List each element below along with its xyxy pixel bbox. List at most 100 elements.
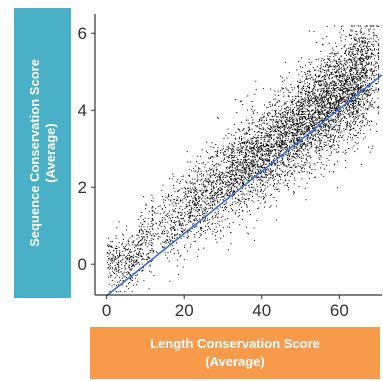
scatter-point	[283, 95, 285, 97]
scatter-point	[310, 120, 312, 122]
scatter-point	[173, 185, 175, 186]
scatter-point	[123, 239, 124, 240]
scatter-point	[343, 91, 345, 93]
scatter-point	[342, 94, 344, 96]
scatter-point	[331, 83, 333, 85]
scatter-point	[272, 175, 273, 177]
scatter-point	[329, 108, 331, 110]
scatter-point	[369, 45, 371, 47]
scatter-point	[119, 250, 121, 252]
scatter-point	[200, 204, 202, 205]
scatter-point	[362, 41, 364, 43]
scatter-point	[371, 49, 373, 51]
scatter-point	[305, 102, 306, 104]
scatter-point	[301, 153, 303, 155]
scatter-point	[225, 183, 227, 185]
scatter-point	[378, 68, 380, 70]
scatter-point	[138, 263, 140, 265]
scatter-point	[251, 173, 253, 175]
scatter-point	[360, 70, 362, 72]
scatter-point	[352, 49, 354, 50]
scatter-point	[329, 155, 331, 157]
scatter-point	[359, 87, 361, 89]
scatter-point	[322, 123, 324, 125]
scatter-point	[300, 130, 302, 132]
scatter-point	[294, 150, 295, 152]
scatter-point	[302, 121, 304, 123]
scatter-point	[166, 236, 168, 237]
scatter-point	[308, 140, 310, 142]
scatter-point	[260, 145, 261, 147]
scatter-point	[312, 127, 314, 129]
scatter-point	[295, 102, 297, 104]
scatter-point	[353, 89, 355, 91]
scatter-point	[116, 262, 118, 264]
scatter-point	[327, 91, 329, 93]
scatter-point	[115, 268, 117, 270]
scatter-point	[315, 80, 317, 82]
scatter-point	[322, 97, 324, 99]
scatter-point	[291, 160, 293, 162]
scatter-point	[243, 167, 245, 169]
scatter-point	[248, 130, 250, 132]
scatter-point	[153, 250, 154, 252]
scatter-point	[258, 207, 260, 209]
scatter-point	[261, 154, 263, 156]
scatter-point	[232, 163, 234, 165]
scatter-point	[257, 207, 259, 209]
scatter-point	[370, 75, 372, 77]
scatter-point	[238, 177, 240, 179]
scatter-point	[278, 106, 280, 107]
scatter-point	[284, 131, 286, 132]
scatter-point	[288, 150, 290, 152]
scatter-point	[297, 162, 299, 164]
scatter-point	[222, 152, 224, 154]
scatter-point	[201, 162, 203, 164]
scatter-point	[108, 253, 110, 255]
scatter-point	[268, 136, 270, 138]
scatter-point	[347, 113, 349, 115]
scatter-point	[268, 177, 270, 179]
scatter-point	[339, 63, 341, 65]
scatter-point	[206, 152, 208, 154]
scatter-point	[203, 185, 205, 187]
scatter-point	[344, 85, 346, 87]
scatter-point	[128, 267, 130, 269]
scatter-point	[362, 105, 364, 107]
scatter-point	[294, 100, 295, 101]
scatter-point	[355, 43, 356, 45]
scatter-point	[213, 156, 215, 158]
scatter-point	[363, 54, 365, 56]
scatter-point	[271, 138, 272, 139]
scatter-point	[130, 270, 132, 272]
scatter-point	[293, 135, 295, 137]
scatter-point	[239, 204, 241, 206]
scatter-point	[343, 107, 345, 109]
scatter-point	[248, 174, 250, 175]
scatter-point	[330, 134, 332, 136]
scatter-point	[375, 83, 377, 85]
scatter-point	[232, 201, 234, 203]
scatter-point	[301, 140, 303, 142]
scatter-point	[234, 194, 235, 195]
scatter-point	[364, 48, 366, 50]
scatter-point	[320, 106, 322, 108]
scatter-point	[317, 137, 319, 138]
scatter-point	[270, 146, 272, 148]
scatter-point	[231, 170, 232, 172]
scatter-point	[367, 46, 369, 48]
scatter-point	[144, 228, 146, 230]
scatter-point	[241, 142, 243, 144]
scatter-point	[297, 165, 299, 167]
scatter-point	[351, 57, 353, 59]
scatter-point	[361, 98, 363, 100]
scatter-point	[278, 133, 280, 135]
scatter-point	[376, 62, 378, 64]
scatter-point	[276, 141, 278, 143]
scatter-point	[249, 176, 250, 178]
scatter-point	[329, 127, 331, 129]
scatter-point	[318, 88, 320, 90]
scatter-point	[338, 58, 340, 60]
scatter-point	[196, 211, 198, 213]
scatter-point	[264, 184, 266, 186]
